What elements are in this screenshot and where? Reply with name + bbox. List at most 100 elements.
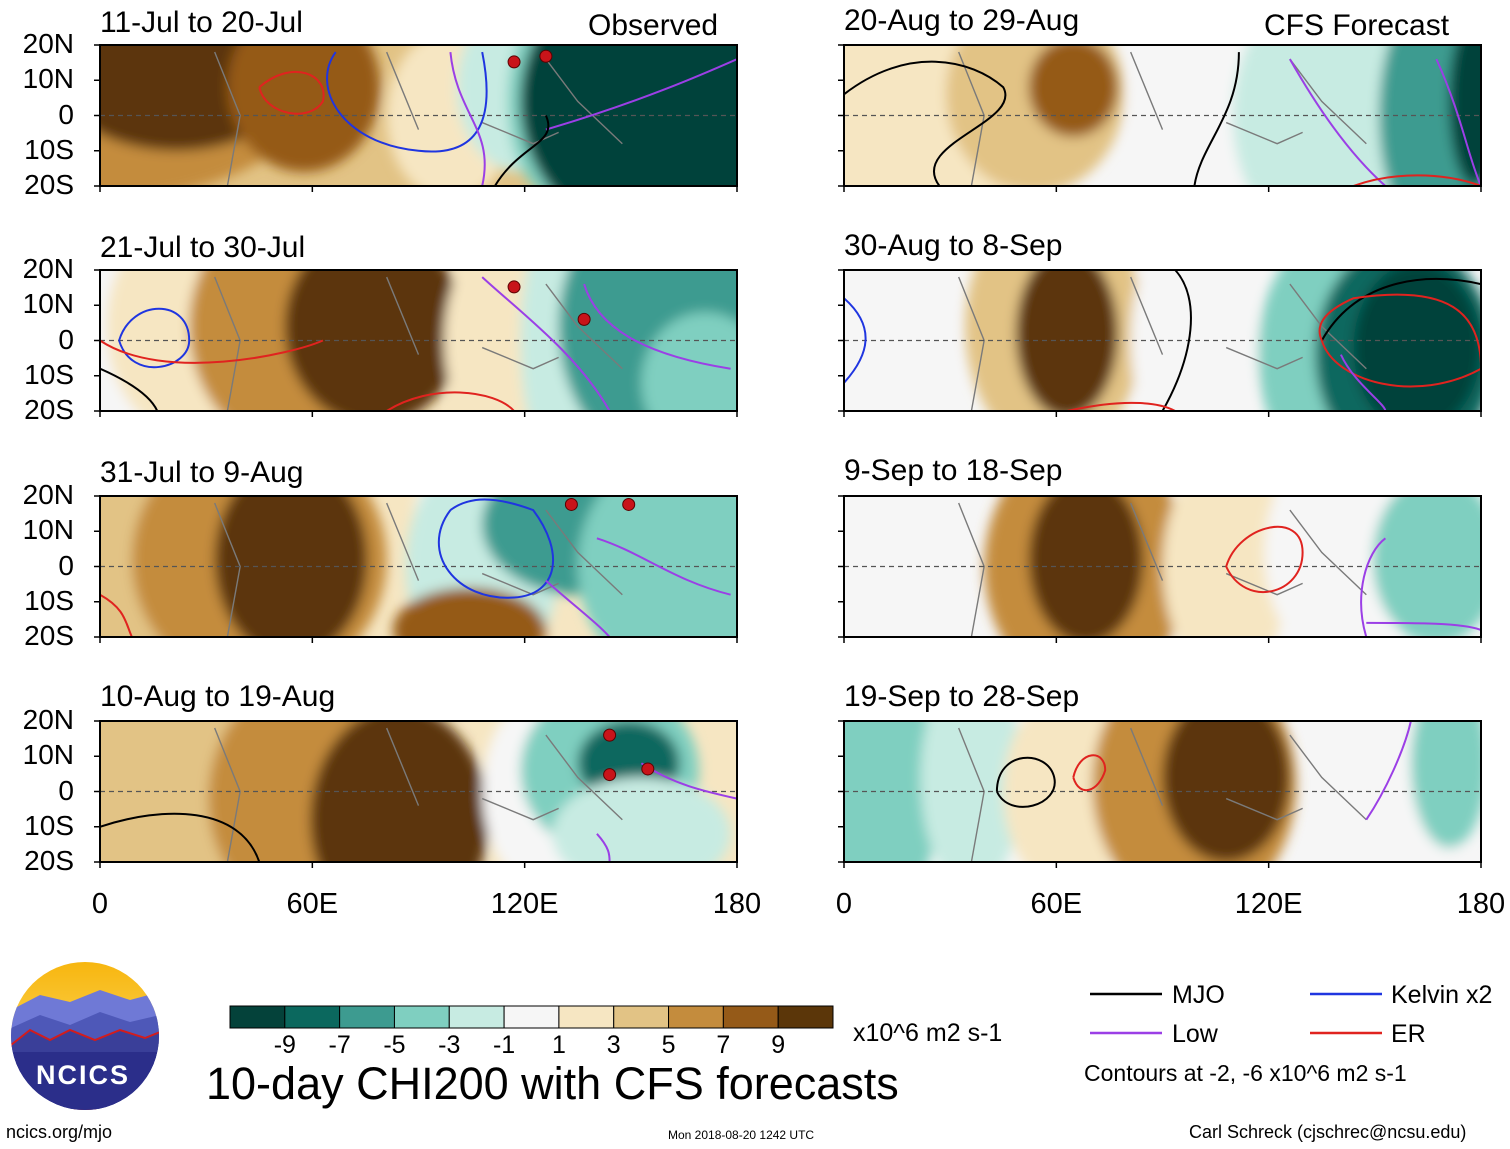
anomaly-region (1028, 496, 1144, 637)
lon-label: 0 (91, 888, 109, 920)
contour-line (100, 367, 159, 411)
lon-label: 60E (286, 888, 339, 920)
anomaly-region (1130, 270, 1259, 411)
contour-line (844, 297, 867, 384)
cyclone-marker (564, 497, 578, 511)
footer-timestamp: Mon 2018-08-20 1242 UTC (668, 1128, 815, 1142)
lat-label: 10S (24, 358, 74, 390)
contour-line (1193, 52, 1240, 186)
lon-label: 120E (490, 888, 559, 920)
contour-line (1289, 58, 1387, 186)
lat-label: 20N (22, 479, 74, 510)
contour-line (1318, 293, 1481, 388)
anomaly-region (284, 270, 464, 411)
colorbar-tick-label: -7 (328, 1031, 351, 1059)
contour-line (1360, 537, 1387, 637)
lat-label: 20S (24, 169, 74, 200)
colorbar-tick-label: 1 (551, 1031, 566, 1059)
panel-title-right-1: 20-Aug to 29-Aug (844, 4, 1080, 37)
colorbar-tick-label: -1 (492, 1031, 516, 1059)
logo-text: NCICS (36, 1060, 131, 1090)
cyclone-marker (603, 728, 617, 742)
colorbar-tick-label: 7 (716, 1031, 731, 1059)
legend-label-kelvin: Kelvin x2 (1391, 981, 1493, 1009)
colorbar-swatch (558, 1005, 615, 1029)
lon-label: 180 (1456, 888, 1506, 920)
colorbar-swatch (393, 1005, 450, 1029)
lat-label: 20S (24, 394, 74, 425)
colorbar-swatch (448, 1005, 505, 1029)
contour-line (1353, 174, 1481, 186)
panel-title-left-4: 10-Aug to 19-Aug (100, 680, 336, 713)
contour-line (258, 70, 325, 115)
coastline (958, 502, 1367, 637)
lat-label: 10S (24, 584, 74, 616)
colorbar-tick-label: -5 (383, 1031, 406, 1059)
anomaly-region (1016, 270, 1118, 411)
panel-title-left-3: 31-Jul to 9-Aug (100, 456, 304, 489)
contour-line (1435, 58, 1481, 186)
lat-label: 10S (24, 133, 74, 165)
lat-label: 10N (22, 514, 74, 546)
contour-line (844, 60, 1007, 186)
colorbar-swatch (503, 1005, 560, 1029)
colorbar-swatch (777, 1005, 834, 1029)
panel-title-right-4: 19-Sep to 28-Sep (844, 680, 1080, 713)
colorbar-tick-label: -3 (438, 1031, 461, 1059)
contour-line (1365, 721, 1412, 821)
ncics-logo (11, 962, 159, 1110)
contour-line (1339, 354, 1387, 411)
anomaly-region (552, 777, 731, 862)
lon-label: 60E (1030, 888, 1083, 920)
lat-label: 0 (58, 774, 74, 806)
colorbar-swatch (229, 1005, 286, 1029)
coastline (958, 51, 1367, 186)
footer-author: Carl Schreck (cjschrec@ncsu.edu) (1189, 1122, 1467, 1142)
coastline (214, 727, 623, 862)
lat-label: 20S (24, 845, 74, 876)
colorbar-swatch (613, 1005, 670, 1029)
map-panel-8 (838, 720, 1482, 868)
map-panel-1 (94, 44, 738, 192)
panel-title-left-1: 11-Jul to 20-Jul (100, 6, 303, 39)
contour-line (100, 593, 133, 637)
anomaly-region (1449, 45, 1481, 186)
lon-label: 0 (835, 888, 853, 920)
footer-website-link[interactable]: ncics.org/mjo (6, 1122, 113, 1142)
contour-line (995, 756, 1056, 808)
cyclone-marker (603, 768, 617, 782)
colorbar-tick-label: 9 (771, 1031, 786, 1059)
coastline (958, 276, 1367, 411)
anomaly-region (393, 587, 546, 637)
legend-label-low: Low (1172, 1020, 1218, 1048)
map-panel-4 (94, 720, 738, 868)
column-label-cfs-forecast: CFS Forecast (1264, 9, 1450, 42)
column-label-observed: Observed (588, 9, 719, 42)
coastline (214, 276, 623, 411)
map-panel-5 (838, 44, 1482, 192)
colorbar-swatch (668, 1005, 724, 1029)
contour-line (438, 498, 555, 599)
contour-line (481, 276, 611, 411)
contour-line (1161, 270, 1192, 411)
coastline (214, 51, 623, 186)
colorbar (229, 1005, 834, 1029)
cyclone-marker (622, 497, 636, 511)
colorbar-tick-label: 5 (661, 1031, 676, 1059)
contour-line (1066, 401, 1176, 411)
lat-label: 0 (58, 323, 74, 355)
coastline (958, 727, 1367, 862)
anomaly-region (1130, 45, 1259, 186)
contour-line (545, 58, 737, 131)
lat-label: 10N (22, 63, 74, 95)
colorbar-tick-label: -9 (273, 1031, 296, 1059)
lat-label: 20N (22, 28, 74, 59)
panel-title-right-3: 9-Sep to 18-Sep (844, 454, 1063, 487)
contour-line (386, 391, 515, 411)
colorbar-tick-label: 3 (606, 1031, 621, 1059)
contour-line (100, 812, 261, 862)
contour-line (1320, 278, 1481, 341)
cyclone-marker (641, 762, 655, 776)
contour-line (1225, 526, 1304, 593)
